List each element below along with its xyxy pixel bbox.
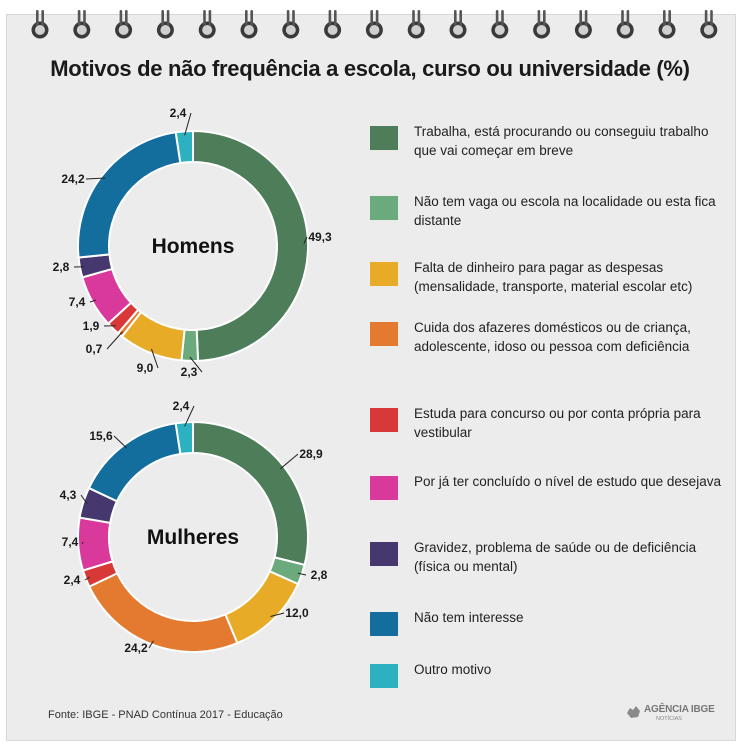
leader-line <box>84 576 90 581</box>
leader-line <box>81 541 84 545</box>
value-label: 1,9 <box>83 319 100 333</box>
value-label: 2,4 <box>173 399 190 413</box>
legend-swatch <box>370 126 398 150</box>
legend-label: Não tem interesse <box>414 610 524 625</box>
spiral-binding <box>31 10 718 39</box>
binding-ring <box>449 10 467 39</box>
leader-line <box>151 348 159 369</box>
value-label: 4,3 <box>60 488 77 502</box>
value-label: 2,8 <box>53 260 70 274</box>
donut-slice <box>77 516 114 572</box>
source-note: Fonte: IBGE - PNAD Contínua 2017 - Educa… <box>48 709 283 721</box>
value-label: 12,0 <box>285 606 309 620</box>
leader-line <box>270 612 285 617</box>
legend-label: Por já ter concluído o nível de estudo q… <box>414 474 721 489</box>
binding-ring <box>156 10 174 39</box>
donut-mulheres: 28,9 2,8 12,0 24,2 2,4 7,4 4,3 15,6 2,4 Mulheres <box>60 399 328 655</box>
donut-homens: 49,3 2,3 9,0 0,7 1,9 7,4 2,8 24,2 2,4 Homens <box>53 106 332 379</box>
value-label: 7,4 <box>62 535 79 549</box>
leader-line <box>89 299 97 303</box>
leader-line <box>303 236 308 244</box>
legend-label: Gravidez, problema de saúde ou de defici… <box>414 540 697 574</box>
binding-ring <box>574 10 592 39</box>
binding-ring <box>491 10 509 39</box>
leader-line <box>184 112 192 136</box>
legend-label: Cuida dos afazeres domésticos ou de cria… <box>414 320 691 354</box>
leader-line <box>85 177 106 180</box>
binding-ring <box>240 10 258 39</box>
value-label: 2,8 <box>311 568 328 582</box>
brand-name: AGÊNCIA IBGE <box>644 704 715 715</box>
value-label: 24,2 <box>124 641 148 655</box>
binding-ring <box>324 10 342 39</box>
value-label: 7,4 <box>69 295 86 309</box>
donut-slice <box>87 571 239 653</box>
binding-ring <box>115 10 133 39</box>
legend-swatch <box>370 542 398 566</box>
binding-ring <box>31 10 49 39</box>
legend-swatch <box>370 322 398 346</box>
binding-ring <box>73 10 91 39</box>
leader-line <box>280 453 299 470</box>
ibge-logo-icon <box>627 706 640 718</box>
value-label: 2,3 <box>181 365 198 379</box>
binding-ring <box>198 10 216 39</box>
legend-swatch <box>370 262 398 286</box>
value-label: 24,2 <box>61 172 85 186</box>
legend-swatch <box>370 612 398 636</box>
legend-swatch <box>370 664 398 688</box>
donut-center-title: Homens <box>152 235 235 258</box>
value-label: 15,6 <box>89 429 113 443</box>
leader-line <box>106 331 123 350</box>
leader-line <box>148 640 154 649</box>
donut-center-title: Mulheres <box>147 526 239 549</box>
binding-ring <box>700 10 718 39</box>
binding-ring <box>407 10 425 39</box>
value-label: 2,4 <box>170 106 187 120</box>
chart-title: Motivos de não frequência a escola, curs… <box>50 56 690 81</box>
legend-label: Outro motivo <box>414 662 492 677</box>
leader-line <box>189 356 203 373</box>
donut-slice <box>174 129 194 165</box>
donut-slice <box>174 420 194 456</box>
value-label: 0,7 <box>86 342 103 356</box>
legend-label: Não tem vaga ou escola na localidade ou … <box>414 194 716 228</box>
binding-ring <box>533 10 551 39</box>
leader-line <box>184 405 195 427</box>
leader-line <box>80 494 88 504</box>
legend-label: Falta de dinheiro para pagar as despesas… <box>414 260 693 294</box>
legend-label: Trabalha, está procurando ou conseguiu t… <box>414 124 709 158</box>
binding-ring <box>365 10 383 39</box>
legend-swatch <box>370 408 398 432</box>
binding-ring <box>658 10 676 39</box>
leader-line <box>297 572 307 576</box>
value-label: 49,3 <box>308 230 332 244</box>
agencia-ibge-logo: AGÊNCIA IBGE NOTÍCIAS <box>626 703 715 725</box>
brand-subtitle: NOTÍCIAS <box>656 716 682 722</box>
value-label: 2,4 <box>64 573 81 587</box>
donut-slice <box>192 129 309 362</box>
leader-line <box>113 435 127 449</box>
value-label: 28,9 <box>299 447 323 461</box>
legend-label: Estuda para concurso ou por conta própri… <box>414 406 701 440</box>
binding-ring <box>282 10 300 39</box>
binding-ring <box>616 10 634 39</box>
legend-swatch <box>370 476 398 500</box>
legend-swatch <box>370 196 398 220</box>
value-label: 9,0 <box>137 361 154 375</box>
